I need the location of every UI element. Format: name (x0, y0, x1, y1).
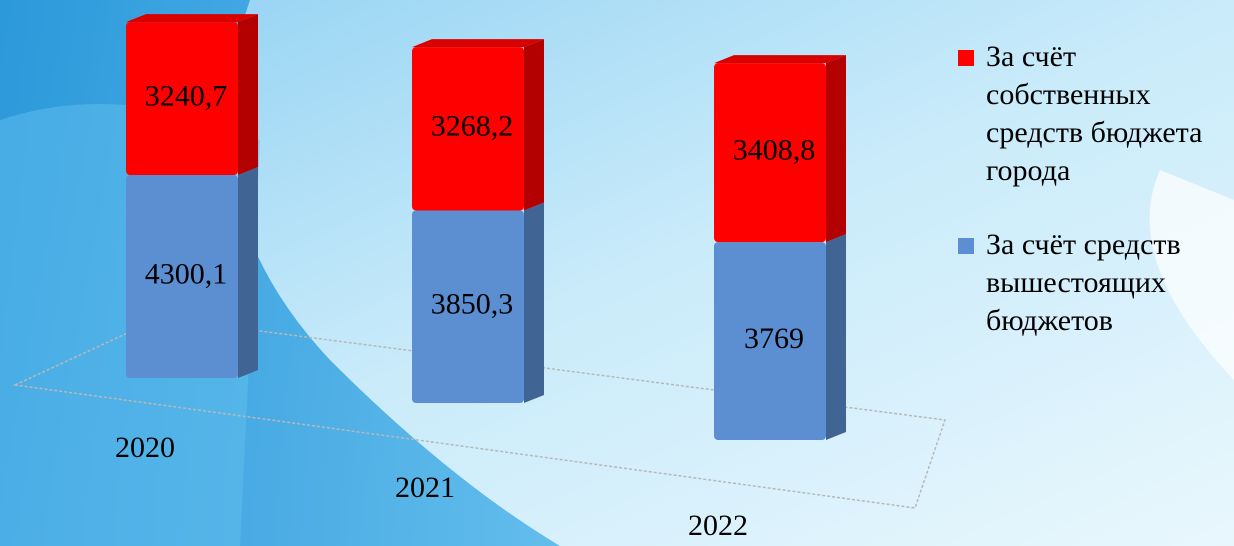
floor-plane (12, 317, 947, 509)
bar-segment (126, 175, 238, 378)
x-tick-label: 2022 (688, 509, 748, 542)
legend: За счёт собственных средств бюджета горо… (956, 38, 1226, 376)
value-label: 3268,2 (431, 110, 514, 143)
value-label: 3408,8 (733, 134, 816, 167)
legend-entry: За счёт средств вышестоящих бюджетов (956, 226, 1226, 340)
bar-side (238, 167, 258, 378)
bar-segment (412, 210, 524, 403)
legend-swatch (958, 238, 974, 254)
bar-side (238, 14, 258, 176)
x-tick-label: 2020 (115, 431, 175, 464)
bars: 4300,1 3240,7 3850,3 3268,2 3769 3408,8 (126, 14, 846, 440)
bar-segment (714, 63, 826, 243)
bar-segment (412, 47, 524, 211)
value-label: 3769 (744, 322, 804, 355)
background-shape (1149, 170, 1234, 380)
bar-side (524, 39, 544, 211)
value-label: 3240,7 (145, 79, 228, 112)
value-label: 3850,3 (431, 288, 514, 321)
bar-side (524, 202, 544, 403)
legend-swatch (958, 50, 974, 66)
legend-entry: За счёт собственных средств бюджета горо… (956, 38, 1226, 190)
bar-top (126, 14, 258, 23)
legend-label: За счёт средств вышестоящих бюджетов (986, 228, 1181, 337)
bar-segment (714, 242, 826, 440)
x-tick-label: 2021 (395, 471, 455, 504)
value-label: 4300,1 (145, 257, 228, 290)
bar-top (412, 39, 544, 48)
legend-label: За счёт собственных средств бюджета горо… (986, 40, 1203, 187)
bar-side (826, 55, 846, 243)
bar-top (714, 55, 846, 64)
bar-side (826, 234, 846, 440)
bar-segment (126, 22, 238, 176)
